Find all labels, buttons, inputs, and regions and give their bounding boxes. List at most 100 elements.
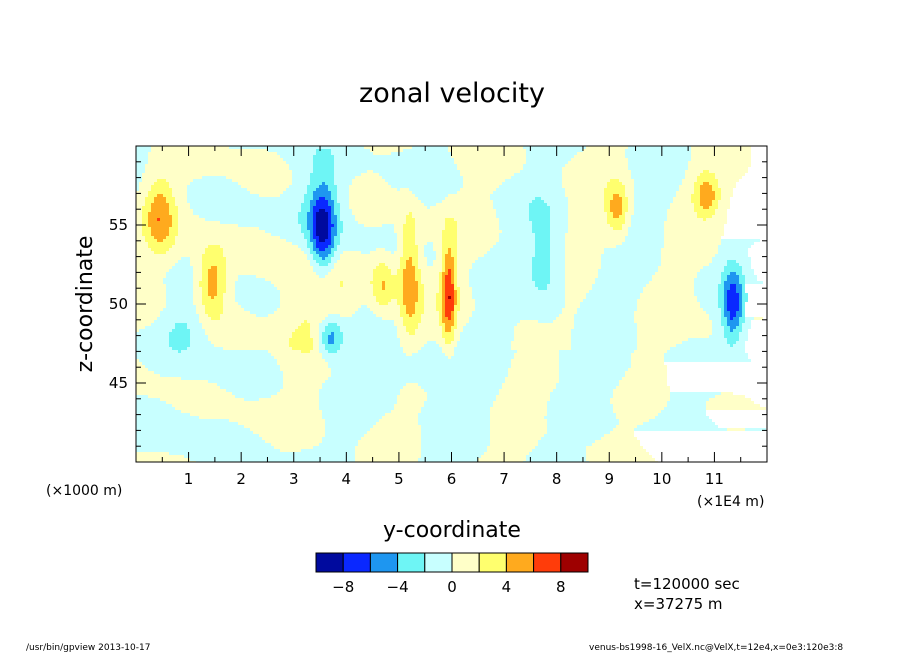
contour-cell xyxy=(142,362,277,365)
contour-cell xyxy=(739,263,751,266)
contour-cell xyxy=(178,227,259,230)
contour-cell xyxy=(625,152,691,155)
contour-cell xyxy=(208,284,217,287)
contour-cell xyxy=(514,353,559,356)
contour-cell xyxy=(421,410,490,413)
contour-cell xyxy=(226,275,238,278)
contour-cell xyxy=(508,368,559,371)
contour-cell xyxy=(352,212,409,215)
contour-cell xyxy=(490,443,538,446)
contour-cell xyxy=(532,230,550,233)
contour-cell xyxy=(373,152,391,155)
contour-cell xyxy=(586,293,640,296)
colorbar-swatch xyxy=(451,552,480,573)
contour-cell xyxy=(436,341,445,344)
contour-cell xyxy=(472,287,538,290)
contour-cell xyxy=(136,179,142,182)
contour-cell xyxy=(397,245,403,248)
contour-cell xyxy=(415,236,442,239)
contour-cell xyxy=(541,437,601,440)
contour-cell xyxy=(286,188,307,191)
contour-cell xyxy=(148,155,280,158)
contour-cell xyxy=(355,176,382,179)
contour-cell xyxy=(445,221,457,224)
colorbar-tick-label: −4 xyxy=(387,578,409,596)
contour-cell xyxy=(487,446,535,449)
contour-cell xyxy=(718,251,748,254)
contour-cell xyxy=(136,230,142,233)
contour-cell xyxy=(457,341,511,344)
contour-cell xyxy=(547,401,610,404)
contour-cell xyxy=(142,176,202,179)
contour-cell xyxy=(142,173,292,176)
contour-cell xyxy=(271,353,322,356)
contour-cell xyxy=(136,428,250,431)
contour-cell xyxy=(316,215,328,218)
contour-cell xyxy=(136,221,142,224)
contour-cell xyxy=(202,296,211,299)
contour-cell xyxy=(622,377,667,380)
contour-cell xyxy=(136,365,145,368)
contour-cell xyxy=(433,248,442,251)
contour-cell xyxy=(625,212,634,215)
contour-cell xyxy=(562,179,610,182)
contour-cell xyxy=(436,308,442,311)
contour-cell xyxy=(319,236,328,239)
contour-cell xyxy=(355,311,373,314)
contour-cell xyxy=(148,194,157,197)
contour-cell xyxy=(406,383,418,386)
contour-cell xyxy=(595,281,649,284)
contour-cell xyxy=(166,302,193,305)
contour-cell xyxy=(718,299,724,302)
contour-cell xyxy=(247,188,286,191)
contour-cell xyxy=(571,332,637,335)
contour-cell xyxy=(697,299,718,302)
contour-cell xyxy=(166,284,193,287)
contour-cell xyxy=(622,203,628,206)
contour-cell xyxy=(727,263,739,266)
contour-cell xyxy=(166,287,193,290)
contour-cell xyxy=(136,284,166,287)
contour-cell xyxy=(352,179,385,182)
contour-cell xyxy=(316,218,328,221)
contour-cell xyxy=(145,197,154,200)
contour-cell xyxy=(391,410,421,413)
contour-cell xyxy=(136,197,145,200)
contour-cell xyxy=(343,332,397,335)
contour-cell xyxy=(268,350,301,353)
contour-cell xyxy=(427,398,496,401)
contour-cell xyxy=(181,377,283,380)
contour-cell xyxy=(331,233,337,236)
contour-cell xyxy=(307,185,319,188)
contour-cell xyxy=(718,245,751,248)
contour-cell xyxy=(508,371,559,374)
contour-cell xyxy=(148,215,172,218)
contour-cell xyxy=(376,248,385,251)
contour-cell xyxy=(283,191,307,194)
contour-cell xyxy=(724,335,739,338)
contour-cell xyxy=(418,413,490,416)
contour-cell xyxy=(691,158,751,161)
contour-cell xyxy=(628,233,664,236)
contour-cell xyxy=(634,197,673,200)
contour-cell xyxy=(736,290,742,293)
contour-cell xyxy=(382,317,403,320)
contour-cell xyxy=(322,320,394,323)
contour-cell xyxy=(334,167,457,170)
contour-cell xyxy=(136,266,172,269)
contour-cell xyxy=(604,197,613,200)
contour-cell xyxy=(637,308,703,311)
contour-cell xyxy=(235,281,271,284)
contour-cell xyxy=(634,206,670,209)
contour-cell xyxy=(340,218,355,221)
contour-cell xyxy=(331,149,370,152)
contour-cell xyxy=(283,377,328,380)
contour-cell xyxy=(208,293,217,296)
contour-cell xyxy=(136,305,166,308)
contour-cell xyxy=(631,173,685,176)
contour-cell xyxy=(391,152,451,155)
contour-cell xyxy=(568,215,607,218)
contour-cell xyxy=(136,251,154,254)
contour-cell xyxy=(550,224,568,227)
contour-cell xyxy=(460,332,514,335)
